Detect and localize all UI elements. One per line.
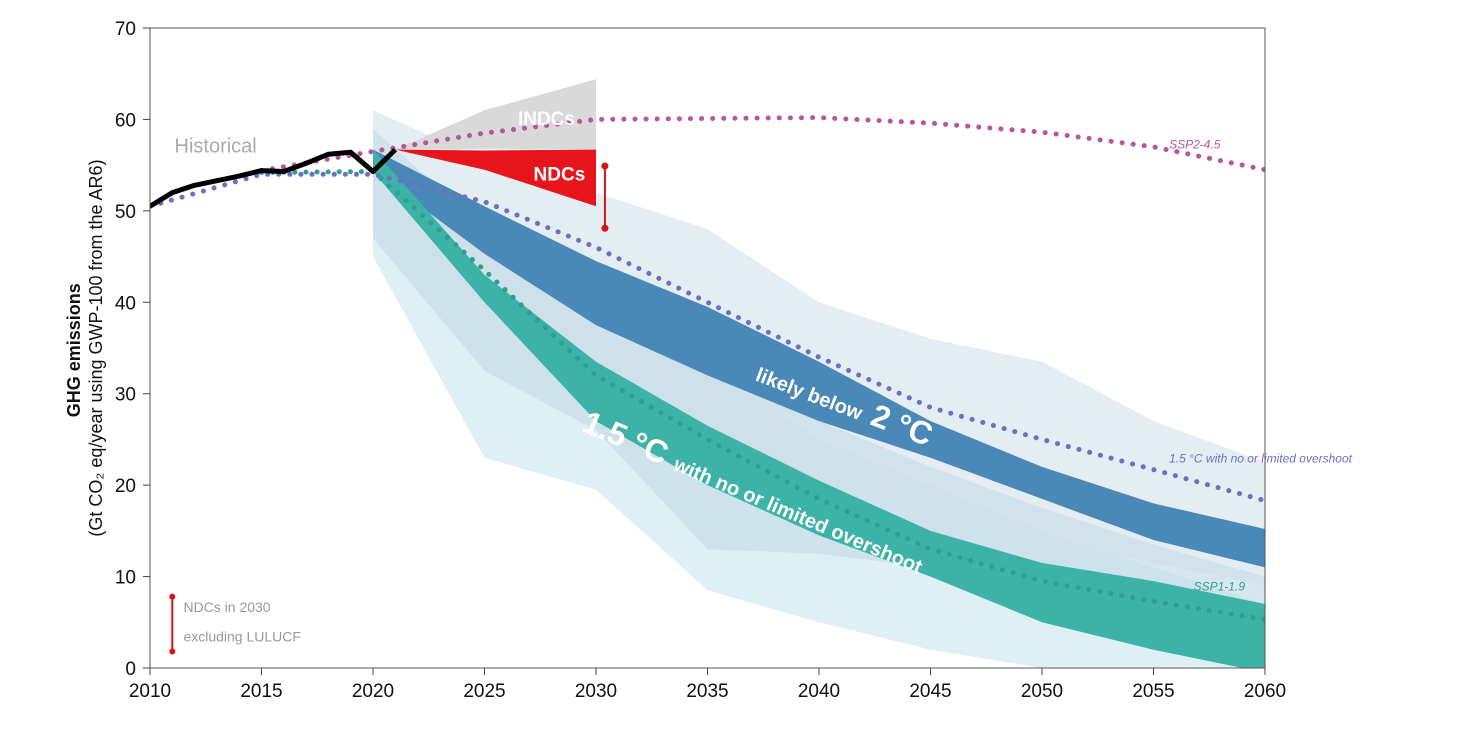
y-tick-label-20: 20 (115, 476, 136, 497)
x-tick-label-2040: 2040 (798, 681, 840, 702)
ssp2-4.5-label: SSP2-4.5 (1169, 138, 1221, 152)
x-tick-label-2060: 2060 (1244, 681, 1286, 702)
legend-note-line-1: NDCs in 2030 (183, 599, 270, 615)
pledge-areas (395, 79, 596, 207)
x-tick-label-2030: 2030 (575, 681, 617, 702)
x-tick-label-2020: 2020 (352, 681, 394, 702)
y-tick-label-30: 30 (115, 385, 136, 406)
band-1.5c (373, 149, 1265, 668)
axes: 2010 2015 2020 2025 2030 2035 2040 2045 2050 2055… (115, 19, 1286, 702)
y-tick-label-70: 70 (115, 19, 136, 40)
historical-line (150, 147, 398, 209)
y-tick-label-50: 50 (115, 202, 136, 223)
y-tick-label-60: 60 (115, 110, 136, 131)
x-tick-label-2045: 2045 (909, 681, 951, 702)
x-tick-label-2050: 2050 (1021, 681, 1063, 702)
ssp1-2.6-label: 1.5 °C with no or limited overshoot (1169, 451, 1353, 465)
y-tick-label-10: 10 (115, 568, 136, 589)
y-tick-label-40: 40 (115, 293, 136, 314)
band-likely-below-2c (373, 149, 1265, 568)
historical-label: Historical (175, 135, 257, 157)
legend-range-cap-bottom (169, 648, 176, 655)
ssp2-4.5-line (259, 115, 1265, 174)
ndcs-label: NDCs (534, 165, 586, 186)
ssp1-1.9-line (259, 168, 1265, 622)
indcs-area (395, 79, 596, 150)
x-tick-label-2015: 2015 (240, 681, 282, 702)
ssp1-2.6-line (150, 171, 1265, 504)
x-tick-label-2025: 2025 (463, 681, 505, 702)
y-axis-title-sub: (Gt CO₂ eq/year using GWP-100 from the A… (86, 159, 106, 536)
y-tick-label-0: 0 (125, 659, 136, 680)
y-axis-title-main: GHG emissions (64, 283, 84, 417)
series-lines (150, 115, 1265, 622)
ssp1-1.9-label: SSP1-1.9 (1194, 579, 1246, 593)
range-2c-full (373, 110, 1265, 586)
ndc-range-cap-bottom (601, 224, 609, 232)
x-tick-label-2010: 2010 (129, 681, 171, 702)
x-tick-label-2055: 2055 (1132, 681, 1174, 702)
ndcs-area (395, 149, 596, 207)
legend-note-line-2: excluding LULUCF (183, 628, 301, 644)
scenario-bands (373, 110, 1265, 668)
x-tick-label-2035: 2035 (686, 681, 728, 702)
legend-range-cap-top (169, 593, 176, 600)
y-axis-title: GHG emissions (Gt CO₂ eq/year using GWP-… (64, 159, 106, 536)
indcs-label: INDCs (518, 109, 575, 130)
ndc-range-cap-top (601, 162, 609, 170)
